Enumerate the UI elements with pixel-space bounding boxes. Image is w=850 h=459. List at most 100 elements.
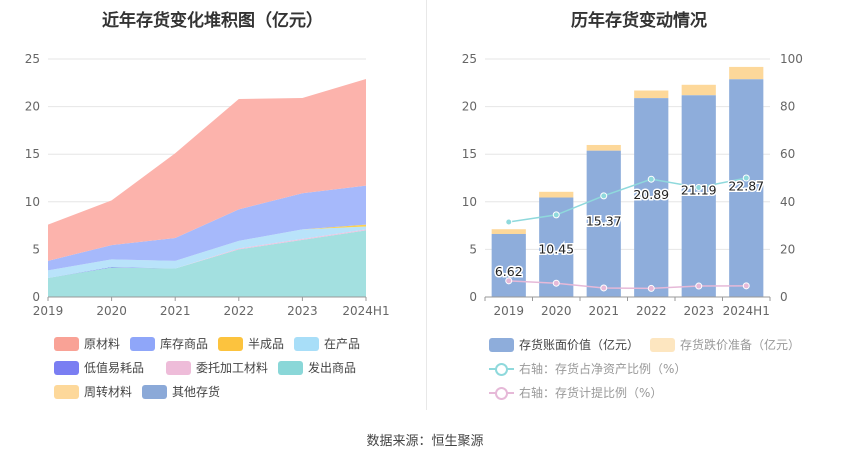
- legend-label: 在产品: [324, 337, 361, 351]
- area-series: [48, 226, 366, 278]
- line-point: [742, 174, 750, 182]
- x-tick-label: 2024H1: [723, 304, 770, 318]
- legend-label: 其他存货: [172, 385, 221, 399]
- reserve-bar: [729, 66, 764, 80]
- legend-swatch: [142, 384, 167, 399]
- x-tick-label: 2021: [588, 304, 619, 318]
- data-source: 数据来源：恒生聚源: [366, 434, 484, 449]
- legend-swatch: [166, 360, 191, 375]
- reserve-bar: [681, 84, 716, 96]
- legend-item[interactable]: 委托加工材料: [166, 359, 268, 376]
- legend-swatch: [650, 337, 675, 352]
- area-series: [48, 230, 366, 297]
- bar-value-label: 22.87: [728, 178, 764, 193]
- reserve-bar: [491, 229, 526, 234]
- line-point: [600, 284, 608, 292]
- line-point: [505, 277, 513, 285]
- legend-item[interactable]: 在产品: [294, 335, 360, 352]
- y-tick-label: 15: [25, 147, 40, 161]
- legend-swatch: [54, 384, 79, 399]
- y-tick-label-left: 0: [469, 290, 477, 304]
- legend-label: 低值易耗品: [84, 361, 145, 375]
- line-point: [505, 218, 513, 226]
- y-tick-label: 10: [25, 195, 40, 209]
- legend-label: 原材料: [84, 337, 121, 351]
- legend-swatch: [218, 336, 243, 351]
- legend-label: 右轴：存货计提比例（%）: [519, 386, 663, 400]
- x-tick-label: 2020: [541, 304, 572, 318]
- legend-swatch: [278, 360, 303, 375]
- legend-item[interactable]: 周转材料: [54, 383, 132, 400]
- legend-item[interactable]: 右轴：存货占净资产比例（%）: [489, 360, 686, 377]
- legend-item[interactable]: 其他存货: [142, 383, 220, 400]
- y-tick-label-right: 0: [780, 290, 788, 304]
- bar-value-label: 10.45: [538, 242, 574, 257]
- legend-swatch: [294, 336, 319, 351]
- legend-item[interactable]: 低值易耗品: [54, 359, 144, 376]
- x-tick-label: 2023: [287, 304, 318, 318]
- legend-swatch: [54, 360, 79, 375]
- legend-swatch: [130, 336, 155, 351]
- legend-label: 存货账面价值（亿元）: [519, 338, 640, 352]
- y-tick-label: 0: [32, 290, 40, 304]
- x-tick-label: 2022: [224, 304, 255, 318]
- legend-line-marker: [489, 386, 514, 400]
- y-tick-label-right: 20: [780, 242, 795, 256]
- area-series: [48, 78, 366, 261]
- value-bar: [729, 79, 764, 297]
- y-tick-label-right: 40: [780, 195, 795, 209]
- y-tick-label: 25: [25, 52, 40, 66]
- reserve-bar: [586, 144, 621, 151]
- area-series: [48, 185, 366, 271]
- value-bar: [634, 98, 669, 297]
- line-point: [695, 184, 703, 192]
- x-tick-label: 2019: [33, 304, 64, 318]
- area-series: [48, 229, 366, 278]
- x-tick-label: 2021: [160, 304, 191, 318]
- line-series: [508, 177, 747, 223]
- line-point: [552, 279, 560, 287]
- right-chart-title: 历年存货变动情况: [571, 11, 707, 31]
- legend-label: 周转材料: [84, 385, 133, 399]
- legend-label: 存货跌价准备（亿元）: [680, 338, 801, 352]
- value-bar: [586, 150, 621, 297]
- legend-item[interactable]: 存货跌价准备（亿元）: [650, 336, 800, 353]
- legend-label: 委托加工材料: [196, 361, 269, 375]
- y-tick-label-right: 100: [780, 52, 803, 66]
- x-tick-label: 2023: [683, 304, 714, 318]
- legend-swatch: [54, 336, 79, 351]
- y-tick-label: 5: [32, 242, 40, 256]
- line-point: [647, 284, 655, 292]
- y-tick-label-left: 5: [469, 242, 477, 256]
- legend-item[interactable]: 原材料: [54, 335, 120, 352]
- legend-item[interactable]: 发出商品: [278, 359, 356, 376]
- legend-label: 发出商品: [308, 361, 357, 375]
- legend-item[interactable]: 存货账面价值（亿元）: [489, 336, 639, 353]
- bar-value-label: 21.19: [681, 182, 717, 197]
- line-point: [742, 282, 750, 290]
- left-chart-title: 近年存货变化堆积图（亿元）: [102, 11, 323, 31]
- line-point: [600, 192, 608, 200]
- y-tick-label-left: 10: [462, 195, 477, 209]
- bar-value-label: 6.62: [495, 264, 523, 279]
- y-tick-label: 20: [25, 100, 40, 114]
- x-tick-label: 2024H1: [342, 304, 389, 318]
- legend-label: 右轴：存货占净资产比例（%）: [519, 362, 687, 376]
- y-tick-label-right: 60: [780, 147, 795, 161]
- legend-item[interactable]: 半成品: [218, 335, 284, 352]
- value-bar: [491, 233, 526, 297]
- legend-item[interactable]: 右轴：存货计提比例（%）: [489, 384, 662, 401]
- x-tick-label: 2022: [636, 304, 667, 318]
- y-tick-label-left: 15: [462, 147, 477, 161]
- bar-value-label: 15.37: [586, 214, 622, 229]
- line-point: [552, 211, 560, 219]
- line-point: [647, 175, 655, 183]
- legend-label: 库存商品: [160, 337, 209, 351]
- y-tick-label-left: 25: [462, 52, 477, 66]
- legend-line-marker: [489, 362, 514, 376]
- panel-divider: [426, 0, 427, 410]
- legend-item[interactable]: 库存商品: [130, 335, 208, 352]
- line-series: [508, 280, 747, 290]
- reserve-bar: [634, 90, 669, 99]
